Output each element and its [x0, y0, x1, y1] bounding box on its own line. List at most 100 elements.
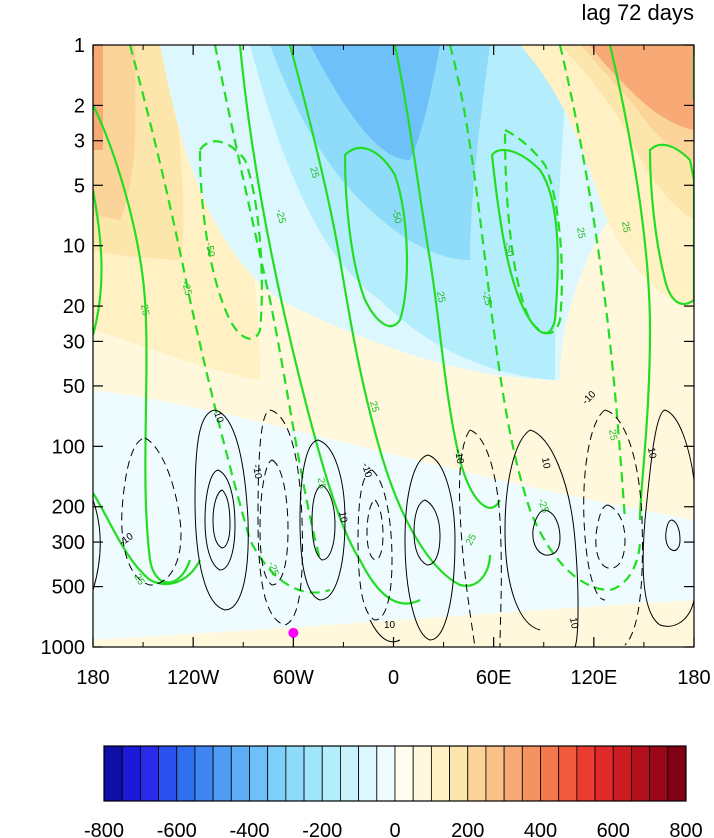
colorbar-swatch [303, 745, 323, 802]
colorbar-swatch [503, 745, 523, 802]
black-contour-negative-7 [459, 429, 476, 647]
y-tick-label: 10 [63, 236, 85, 258]
colorbar-label: -600 [157, 820, 197, 838]
y-tick-label: 50 [63, 376, 85, 398]
x-axis: 180 120W 60W 0 60E 120E 180 [76, 45, 711, 689]
colorbar-swatch [176, 745, 196, 802]
colorbar-swatch [467, 745, 487, 802]
black-contour-positive-4 [212, 489, 231, 549]
contour-label: -25 [535, 497, 550, 515]
contour-label: 25 [307, 166, 321, 180]
contour-label: 25 [606, 429, 619, 442]
colorbar-swatch [139, 745, 159, 802]
chart-title: lag 72 days [581, 0, 694, 25]
black-contour-positive-13 [665, 519, 681, 551]
contour-label: -25 [265, 560, 280, 578]
contour-label: 25 [434, 291, 447, 304]
black-contour-positive-9 [529, 429, 579, 647]
colorbar-swatch [558, 745, 578, 802]
contours [93, 45, 694, 647]
colorbar-swatch [594, 745, 614, 802]
black-contour-negative-5 [366, 499, 384, 561]
green-contour-positive-2 [93, 189, 103, 336]
x-tick-label: 60E [476, 667, 512, 689]
green-contour-negative-6 [558, 45, 627, 521]
colorbar-swatch [212, 745, 232, 802]
contour-label: -25 [179, 280, 193, 297]
contour-label: -10 [452, 449, 465, 466]
green-contour-negative-5 [503, 128, 563, 335]
colorbar-swatch [540, 745, 560, 802]
colorbar-label: 400 [524, 820, 557, 838]
x-tick-label: 0 [388, 667, 399, 689]
colorbar-swatch [285, 745, 305, 802]
y-tick-label: 5 [74, 175, 85, 197]
x-tick-label: 120E [570, 667, 617, 689]
black-contour-positive-14 [369, 619, 401, 643]
colorbar-swatch [667, 745, 687, 802]
colorbar-frame [103, 745, 687, 802]
contour-label: 10 [645, 447, 658, 460]
contour-label: 25 [138, 304, 151, 317]
y-tick-label: 30 [63, 331, 85, 353]
colorbar: -800 -600 -400 -200 0 200 400 600 800 [84, 745, 703, 838]
colorbar-label: -200 [302, 820, 342, 838]
colorbar-swatch [158, 745, 178, 802]
colorbar-swatch [121, 745, 141, 802]
black-contour-negative-9 [583, 409, 606, 601]
black-contour-positive-11 [532, 509, 561, 556]
green-contour-positive-6 [343, 146, 409, 328]
contour-label: 25 [619, 221, 632, 234]
y-tick-label: 1000 [41, 637, 86, 659]
colorbar-swatch [249, 745, 269, 802]
colorbar-swatch [449, 745, 469, 802]
colorbar-swatch [485, 745, 505, 802]
black-contour-positive-2 [194, 409, 249, 611]
x-tick-label: 60W [273, 667, 314, 689]
shading-upper-left-positive-3 [93, 45, 136, 220]
colorbar-swatch [267, 745, 287, 802]
shading-lower-negative-2 [93, 395, 694, 647]
black-contour-negative-10 [595, 504, 626, 569]
contour-label: 10 [384, 620, 396, 631]
black-contour-positive-8 [413, 499, 441, 566]
y-axis: 1 2 3 5 10 20 30 50 100 200 300 500 1000 [41, 35, 694, 659]
green-contour-positive-5 [288, 45, 492, 587]
green-contour-positive-8 [490, 148, 559, 335]
black-contour-positive-3 [204, 469, 236, 571]
colorbar-swatch [631, 745, 651, 802]
y-tick-label: 300 [52, 532, 85, 554]
colorbar-swatch [340, 745, 360, 802]
black-contour-positive-12 [642, 409, 694, 627]
contour-label: 25 [367, 400, 381, 414]
colorbar-swatch [376, 745, 396, 802]
green-contour-positive-3 [93, 492, 201, 585]
colorbar-swatch [430, 745, 450, 802]
x-tick-label: 180 [76, 667, 109, 689]
black-contour-positive-10 [504, 429, 541, 631]
y-tick-label: 100 [52, 436, 85, 458]
black-contour-positive-5 [299, 439, 346, 601]
colorbar-swatch [103, 745, 123, 802]
contour-label: 25 [315, 477, 327, 489]
shading-upper-centre-negative-4 [310, 45, 440, 160]
contour-labels: 25 -25 -50 -25 25 -50 25 25 -25 -50 25 2… [117, 166, 657, 631]
x-tick-label: 180 [677, 667, 710, 689]
contour-label: 25 [574, 227, 587, 240]
black-contour-negative-6 [469, 429, 502, 647]
green-contour-negative-3 [213, 45, 322, 561]
colorbar-swatch [358, 745, 378, 802]
black-contour-negative-1 [121, 437, 182, 586]
colorbar-swatch [321, 745, 341, 802]
contour-label: -50 [501, 241, 515, 258]
plot-area [93, 45, 694, 647]
contour-label: -10 [359, 462, 373, 479]
contour-label: 10 [539, 457, 552, 470]
colorbar-label: 800 [669, 820, 702, 838]
y-tick-label: 200 [52, 497, 85, 519]
colorbar-swatch [521, 745, 541, 802]
shading-upper-left-positive-4 [93, 45, 103, 150]
colorbar-swatch [194, 745, 214, 802]
contour-label: 10 [336, 511, 349, 524]
